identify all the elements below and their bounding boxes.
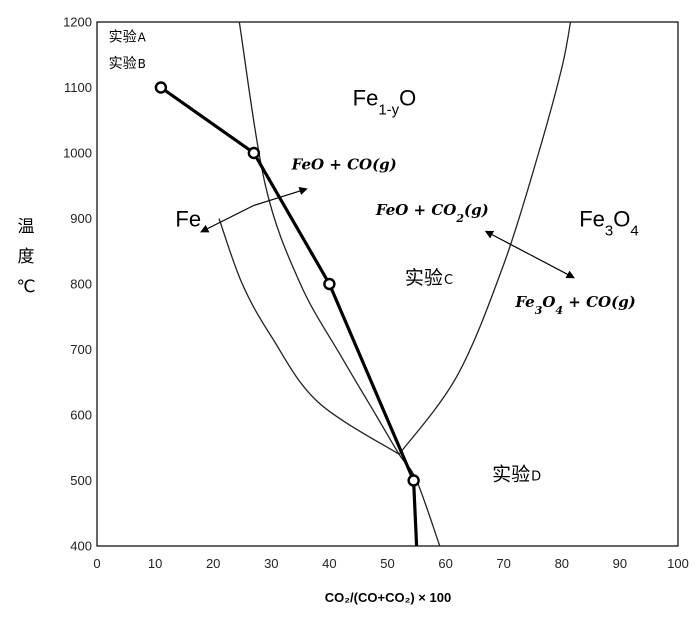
experiment-annotation-2: 实验C: [405, 267, 453, 289]
y-tick-label: 900: [70, 211, 92, 226]
x-tick-label: 50: [380, 556, 394, 571]
x-tick-label: 40: [322, 556, 336, 571]
x-tick-label: 10: [148, 556, 162, 571]
reaction-label-1: FeO + CO2(g): [375, 201, 489, 225]
x-axis-ticks: 0 10 20 30 40 50 60 70 80 90 100: [93, 556, 688, 571]
y-label-char: ℃: [16, 277, 35, 297]
y-axis-ticks: 400 500 600 700 800 900 1000 1100 1200: [63, 15, 92, 554]
experiment-annotation-1: 实验B: [109, 56, 146, 72]
data-point-3: [407, 474, 420, 487]
boundary-curve-0: [238, 21, 441, 547]
experiment-annotation-0: 实验A: [109, 30, 147, 46]
x-tick-label: 30: [264, 556, 278, 571]
arrow-1: [200, 204, 255, 233]
arrow-2: [484, 230, 531, 256]
y-tick-label: 1200: [63, 15, 92, 30]
boundary-curve-1: [398, 21, 572, 455]
reaction-label-0: FeO + CO(g): [291, 155, 397, 173]
x-tick-label: 100: [667, 556, 689, 571]
y-tick-label: 400: [70, 539, 92, 554]
x-tick-label: 60: [438, 556, 452, 571]
y-tick-label: 600: [70, 408, 92, 423]
region-label-2: Fe3O4: [579, 207, 639, 240]
reaction-label-2: Fe3O4 + CO(g): [514, 293, 635, 317]
experiment-markers: [154, 81, 420, 487]
region-label-0: Fe: [175, 207, 201, 232]
x-axis-label: CO₂/(CO+CO₂) × 100: [325, 590, 451, 605]
y-label-char: 温: [18, 217, 35, 237]
y-tick-label: 1000: [63, 146, 92, 161]
x-tick-label: 0: [93, 556, 100, 571]
y-tick-label: 700: [70, 342, 92, 357]
data-point-2: [323, 277, 336, 291]
y-tick-label: 500: [70, 473, 92, 488]
y-label-char: 度: [18, 247, 35, 267]
data-point-1: [247, 146, 261, 160]
region-labels: Fe Fe1-yO Fe3O4: [175, 85, 638, 239]
arrow-3: [529, 253, 575, 279]
data-point-0: [154, 81, 168, 94]
region-label-1: Fe1-yO: [353, 85, 417, 118]
y-tick-label: 1100: [64, 80, 92, 95]
experiment-annotations: 实验A 实验B 实验C 实验D: [109, 30, 541, 486]
experiment-annotation-3: 实验D: [492, 464, 541, 486]
y-axis-label: 温度 ℃: [16, 217, 35, 297]
plot-frame: [96, 21, 679, 547]
x-tick-label: 90: [613, 556, 627, 571]
y-tick-label: 800: [70, 277, 92, 292]
reaction-labels: FeO + CO(g) FeO + CO2(g) Fe3O4 + CO(g): [291, 155, 636, 316]
x-tick-label: 80: [555, 556, 569, 571]
x-tick-label: 20: [206, 556, 220, 571]
x-tick-label: 70: [496, 556, 510, 571]
boundary-curve-2: [218, 218, 400, 455]
boundary-curves: [218, 21, 572, 547]
